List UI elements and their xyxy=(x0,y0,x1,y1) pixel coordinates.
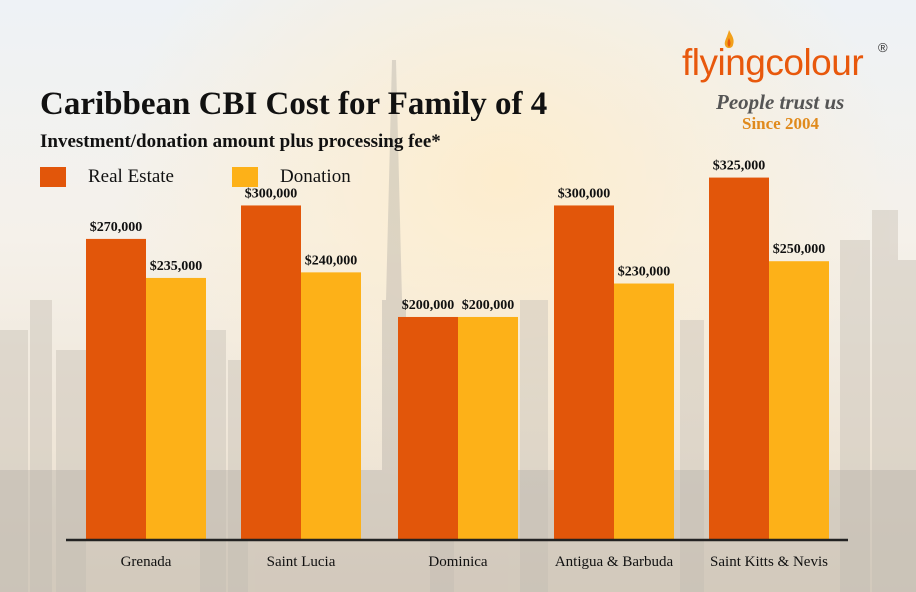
legend-item-real-estate: Real Estate xyxy=(40,166,174,188)
legend-label-real-estate: Real Estate xyxy=(88,166,174,187)
registered-mark: ® xyxy=(878,40,888,55)
bar-real-estate-saint-kitts-nevis xyxy=(709,177,769,541)
bar-donation-saint-kitts-nevis xyxy=(769,261,829,540)
data-label-real-estate-dominica: $200,000 xyxy=(402,298,455,313)
flyingcolour-logo: flyingcolour ® People trust us Since 200… xyxy=(680,30,900,140)
data-label-real-estate-saint-kitts-nevis: $325,000 xyxy=(713,159,766,174)
logo-tagline: People trust us xyxy=(716,90,845,114)
x-tick-label: Antigua & Barbuda xyxy=(555,554,674,570)
x-tick-label: Saint Lucia xyxy=(267,554,336,570)
data-label-donation-saint-kitts-nevis: $250,000 xyxy=(773,242,826,257)
data-label-donation-grenada: $235,000 xyxy=(150,259,203,274)
legend-label-donation: Donation xyxy=(280,166,351,187)
bar-donation-dominica xyxy=(458,316,518,540)
bar-donation-saint-lucia xyxy=(301,272,361,540)
data-label-donation-antigua-barbuda: $230,000 xyxy=(618,265,671,280)
flame-icon xyxy=(724,30,734,48)
chart-subtitle: Investment/donation amount plus processi… xyxy=(40,131,441,152)
bar-real-estate-saint-lucia xyxy=(241,205,301,541)
x-tick-label: Dominica xyxy=(428,554,487,570)
legend-item-donation: Donation xyxy=(232,166,351,188)
legend-swatch-real-estate xyxy=(40,167,66,187)
data-label-real-estate-antigua-barbuda: $300,000 xyxy=(558,186,611,201)
bar-donation-grenada xyxy=(146,277,206,540)
x-tick-label: Grenada xyxy=(121,554,172,570)
bar-real-estate-grenada xyxy=(86,238,146,540)
legend-swatch-donation xyxy=(232,167,258,187)
data-label-donation-dominica: $200,000 xyxy=(462,298,515,313)
data-label-real-estate-grenada: $270,000 xyxy=(90,220,143,235)
bar-donation-antigua-barbuda xyxy=(614,283,674,540)
data-label-real-estate-saint-lucia: $300,000 xyxy=(245,186,298,201)
logo-wordmark: flyingcolour xyxy=(682,42,864,83)
logo-since: Since 2004 xyxy=(742,114,819,133)
bar-real-estate-antigua-barbuda xyxy=(554,205,614,541)
data-label-donation-saint-lucia: $240,000 xyxy=(305,253,358,268)
chart-title: Caribbean CBI Cost for Family of 4 xyxy=(40,86,548,122)
x-tick-label: Saint Kitts & Nevis xyxy=(710,554,828,570)
bar-real-estate-dominica xyxy=(398,316,458,540)
